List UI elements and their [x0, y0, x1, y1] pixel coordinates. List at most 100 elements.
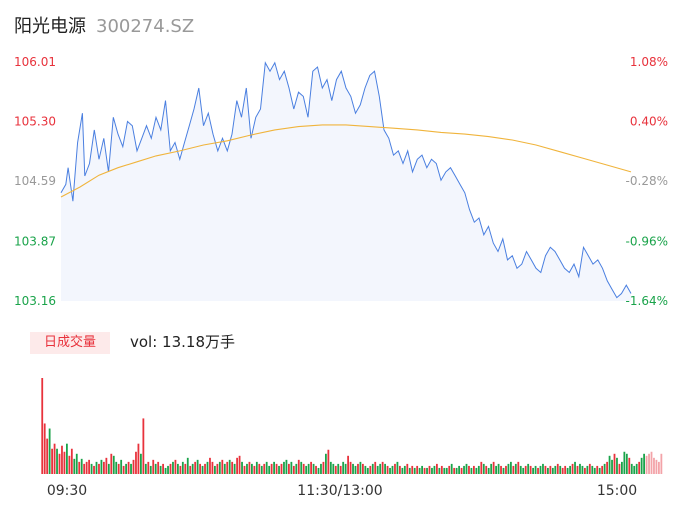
volume-bar [243, 465, 246, 474]
volume-bar [608, 455, 611, 474]
volume-bar [418, 467, 421, 474]
volume-bar [658, 461, 660, 474]
volume-bar [579, 463, 581, 474]
y-tick-label-left: 105.30 [14, 115, 56, 129]
volume-bar [621, 461, 623, 474]
x-tick-label: 09:30 [47, 483, 87, 499]
volume-bar [167, 465, 169, 474]
volume-bar [172, 461, 174, 474]
volume-bar [83, 463, 86, 474]
volume-bar [460, 467, 463, 474]
volume-bar [169, 463, 172, 474]
volume-bar [233, 463, 236, 474]
volume-bar [611, 459, 613, 474]
volume-bar [416, 465, 419, 474]
volume-bar [226, 461, 229, 474]
volume-bar [463, 465, 465, 474]
volume-bar [426, 467, 428, 474]
volume-bar [542, 463, 544, 474]
volume-bar [596, 465, 599, 474]
volume-bar [73, 458, 76, 474]
volume-bar [364, 465, 367, 474]
volume-bar [386, 465, 389, 474]
volume-bar [214, 465, 216, 474]
volume-bar [650, 451, 653, 474]
y-tick-label-left: 106.01 [14, 55, 56, 69]
volume-bar [98, 463, 100, 474]
volume-bar [477, 465, 480, 474]
volume-bar [352, 463, 354, 474]
volume-bar [280, 463, 283, 474]
volume-bar [514, 463, 517, 474]
volume-bar [406, 463, 409, 474]
volume-bar [115, 461, 118, 474]
volume-bar [623, 451, 626, 474]
volume-bar [253, 465, 256, 474]
volume-bar [302, 463, 305, 474]
stock-name: 阳光电源 [14, 16, 86, 37]
volume-bar [283, 461, 285, 474]
volume-bar [519, 465, 522, 474]
volume-bar [561, 467, 564, 474]
volume-bar [265, 461, 268, 474]
volume-bar [443, 467, 446, 474]
volume-bar [228, 459, 231, 474]
volume-bar [445, 467, 448, 474]
volume-bar [260, 465, 263, 474]
volume-bar [189, 465, 192, 474]
volume-bar [554, 465, 557, 474]
volume-bar [389, 467, 391, 474]
volume-bar [204, 463, 206, 474]
y-tick-label-left: 104.59 [14, 174, 56, 188]
volume-bar [241, 461, 243, 474]
average-line [60, 124, 632, 198]
volume-bar [142, 418, 145, 474]
volume-bar [584, 467, 586, 474]
y-tick-label-right: 0.40% [630, 115, 668, 129]
volume-bar [322, 461, 325, 474]
volume-bar [539, 465, 542, 474]
volume-bar [655, 459, 658, 474]
volume-bar [347, 455, 349, 474]
volume-bar [399, 465, 401, 474]
volume-bar [556, 463, 559, 474]
volume-bar [315, 465, 317, 474]
volume-bar [648, 453, 650, 474]
volume-bar [292, 465, 295, 474]
volume-bar [46, 438, 49, 474]
volume-bar [135, 451, 137, 474]
volume-bar [61, 445, 63, 474]
volume-bar [110, 453, 113, 474]
volume-bar [68, 455, 71, 474]
volume-bar [339, 465, 342, 474]
volume-bar [184, 463, 187, 474]
volume-bar [450, 463, 453, 474]
volume-bar [510, 461, 512, 474]
volume-bar [305, 465, 308, 474]
volume-bar [120, 459, 123, 474]
volume-bar [381, 461, 384, 474]
volume-bar [638, 461, 641, 474]
volume-bar [618, 463, 621, 474]
volume-bar [643, 453, 645, 474]
y-tick-label-right: -0.28% [626, 174, 668, 188]
volume-bar [403, 465, 406, 474]
volume-bar [482, 463, 485, 474]
volume-bar [58, 453, 61, 474]
volume-bar [544, 465, 547, 474]
volume-tag[interactable]: 日成交量 [30, 332, 110, 354]
volume-bar [238, 455, 241, 474]
volume-bar [70, 448, 73, 474]
volume-bar [423, 467, 426, 474]
volume-bar [495, 465, 497, 474]
volume-bar [369, 465, 372, 474]
volume-bar [162, 463, 164, 474]
volume-bar [218, 461, 221, 474]
volume-bar [80, 458, 83, 474]
volume-bar [327, 449, 330, 474]
volume-bar [164, 467, 167, 474]
volume-bar [625, 453, 628, 474]
x-tick-label: 11:30/13:00 [297, 483, 382, 499]
volume-bar [216, 463, 219, 474]
volume-bar [500, 465, 502, 474]
